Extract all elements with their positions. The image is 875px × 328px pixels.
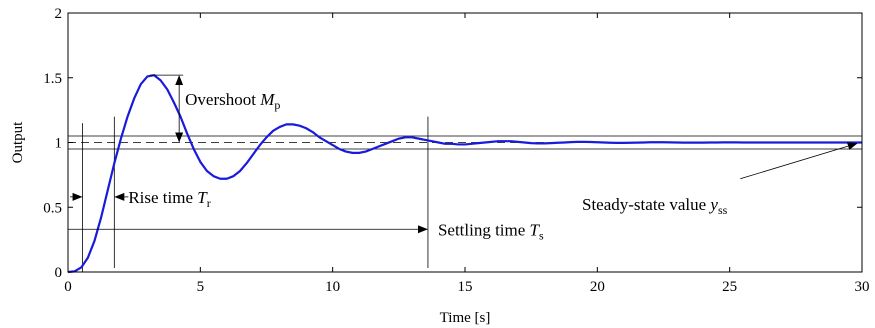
settling-time-symbol: T [530,220,541,239]
x-tick-label: 15 [458,279,473,295]
x-tick-label: 10 [325,279,340,295]
overshoot-subscript: p [274,98,280,112]
y-tick-label: 2 [55,6,63,22]
y-tick-label: 0 [55,265,63,281]
annotations-layer [68,74,858,234]
rise-time-symbol: T [197,188,208,207]
ticks-layer: 0 5 10 15 20 25 30 0 0.5 1 1.5 2 [43,6,869,295]
rise-time-text: Rise time [128,188,197,207]
guides-layer [68,116,862,272]
plot-frame [67,12,863,273]
y-axis-label: Output [10,121,26,164]
steady-state-text: Steady-state value [582,195,710,214]
overshoot-text: Overshoot [185,90,260,109]
overshoot-symbol: M [259,90,275,109]
rise-time-label: Rise time Tr [128,188,210,210]
settling-time-label: Settling time Ts [438,220,544,242]
x-axis-label: Time [s] [440,310,491,326]
rise-time-subscript: r [207,196,211,210]
x-tick-label: 20 [590,279,605,295]
x-tick-label: 30 [855,279,870,295]
x-tick-label: 5 [197,279,205,295]
y-tick-label: 1.5 [43,71,62,87]
steady-state-symbol: y [708,195,718,214]
overshoot-label: Overshoot Mp [185,90,280,112]
steady-state-label: Steady-state value yss [582,195,728,217]
steady-state-arrow [740,142,858,180]
y-tick-label: 1 [55,136,63,152]
settling-time-text: Settling time [438,220,530,239]
series-layer [67,74,862,274]
x-tick-label: 25 [722,279,737,295]
x-tick-label: 0 [64,279,72,295]
response-curve [67,74,862,274]
steady-state-subscript: ss [718,203,728,217]
settling-time-subscript: s [539,228,544,242]
y-tick-label: 0.5 [43,200,62,216]
